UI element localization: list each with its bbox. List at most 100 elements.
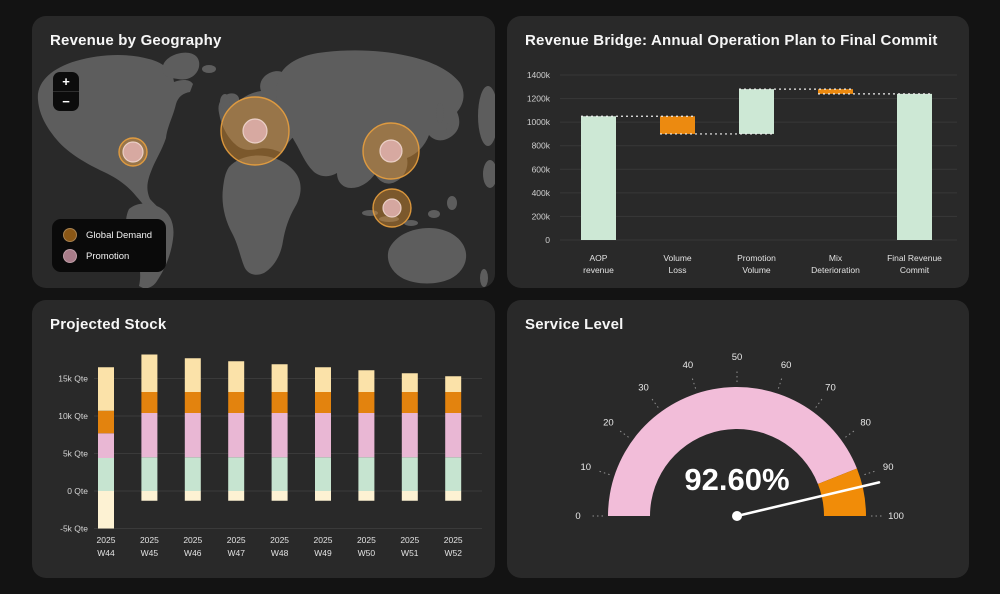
- segment-peach[interactable]: [358, 370, 375, 392]
- segment-peach[interactable]: [228, 361, 245, 392]
- svg-text:200k: 200k: [532, 211, 551, 221]
- stacked-bar-2025-w46[interactable]: [184, 358, 201, 501]
- map-bubble-north-america[interactable]: [118, 137, 148, 167]
- continent-africa: [222, 155, 301, 275]
- segment-peach[interactable]: [315, 367, 331, 392]
- segment-mint[interactable]: [445, 457, 462, 491]
- map-zoom-out-button[interactable]: −: [62, 94, 70, 109]
- segment-peach[interactable]: [401, 373, 418, 392]
- island-indonesia-2: [379, 216, 399, 222]
- dashboard: Revenue by Geography + −: [32, 16, 969, 578]
- promotion-bubble[interactable]: [379, 139, 403, 163]
- legend-item-promotion[interactable]: Promotion: [63, 249, 152, 263]
- segment-pink[interactable]: [141, 413, 158, 458]
- segment-mint[interactable]: [315, 457, 331, 491]
- stacked-bar-2025-w49[interactable]: [315, 367, 331, 501]
- svg-text:0: 0: [575, 511, 580, 522]
- segment-mint[interactable]: [141, 457, 158, 491]
- waterfall-bar-final revenue-commit[interactable]: [897, 93, 932, 240]
- svg-text:W52: W52: [444, 548, 462, 558]
- gauge-tick: [691, 376, 697, 389]
- gauge-tick: [815, 396, 824, 408]
- segment-orange[interactable]: [98, 410, 114, 434]
- segment-cream[interactable]: [228, 491, 245, 501]
- legend-label: Promotion: [86, 250, 130, 262]
- svg-text:50: 50: [732, 352, 743, 363]
- stacked-bar-2025-w45[interactable]: [141, 354, 158, 501]
- segment-pink[interactable]: [228, 413, 245, 458]
- segment-cream[interactable]: [358, 491, 375, 501]
- stacked-bar-2025-w44[interactable]: [98, 367, 114, 529]
- segment-orange[interactable]: [271, 392, 288, 413]
- segment-mint[interactable]: [228, 457, 245, 491]
- svg-text:Commit: Commit: [900, 265, 930, 275]
- gauge-needle-pivot: [732, 511, 742, 521]
- stacked-bar-2025-w48[interactable]: [271, 364, 288, 501]
- map-bubble-southeast-asia[interactable]: [372, 188, 412, 228]
- segment-orange[interactable]: [228, 392, 245, 413]
- stacked-bar-chart: 15k Qte 10k Qte 5k Qte 0 Qte -5k Qte 2025 W44 2…: [58, 354, 482, 558]
- promotion-bubble[interactable]: [382, 198, 402, 218]
- segment-mint[interactable]: [271, 457, 288, 491]
- legend-item-global-demand[interactable]: Global Demand: [63, 228, 152, 242]
- panel-title-projected-stock: Projected Stock: [50, 316, 167, 333]
- continent-greenland: [162, 52, 200, 80]
- segment-cream[interactable]: [184, 491, 201, 501]
- segment-peach[interactable]: [141, 354, 158, 393]
- segment-cream[interactable]: [141, 491, 158, 501]
- segment-cream[interactable]: [98, 491, 114, 529]
- map-bubble-europe[interactable]: [220, 96, 290, 166]
- segment-orange[interactable]: [401, 392, 418, 413]
- segment-mint[interactable]: [401, 457, 418, 491]
- gauge-tick: [597, 470, 610, 476]
- segment-orange[interactable]: [141, 392, 158, 413]
- segment-cream[interactable]: [271, 491, 288, 501]
- segment-pink[interactable]: [271, 413, 288, 458]
- segment-orange[interactable]: [445, 392, 462, 413]
- gauge-tick: [864, 470, 877, 476]
- promotion-bubble[interactable]: [242, 118, 268, 144]
- segment-pink[interactable]: [358, 413, 375, 458]
- segment-pink[interactable]: [315, 413, 331, 458]
- svg-text:0 Qte: 0 Qte: [67, 486, 88, 496]
- map-legend: Global Demand Promotion: [52, 219, 167, 272]
- panel-title-revenue-bridge: Revenue Bridge: Annual Operation Plan to…: [525, 32, 938, 49]
- gauge-needle[interactable]: [735, 481, 881, 518]
- island-iceland: [202, 65, 216, 73]
- segment-orange[interactable]: [315, 392, 331, 413]
- stacked-bar-2025-w51[interactable]: [401, 373, 418, 501]
- stacked-bar-2025-w52[interactable]: [445, 376, 462, 501]
- stacked-bar-2025-w47[interactable]: [228, 361, 245, 501]
- segment-mint[interactable]: [98, 458, 114, 491]
- segment-orange[interactable]: [184, 392, 201, 413]
- segment-mint[interactable]: [358, 457, 375, 491]
- segment-mint[interactable]: [184, 457, 201, 491]
- gauge-tick: [845, 429, 857, 438]
- map-zoom-in-button[interactable]: +: [62, 74, 70, 89]
- segment-cream[interactable]: [315, 491, 331, 501]
- segment-peach[interactable]: [184, 358, 201, 392]
- segment-pink[interactable]: [184, 413, 201, 458]
- map-bubble-east-asia[interactable]: [362, 122, 420, 180]
- island-new-guinea: [428, 210, 440, 218]
- segment-peach[interactable]: [98, 367, 114, 411]
- waterfall-bar-volume-loss[interactable]: [660, 116, 695, 134]
- svg-text:1400k: 1400k: [527, 70, 551, 80]
- segment-pink[interactable]: [98, 433, 114, 458]
- segment-cream[interactable]: [401, 491, 418, 501]
- segment-pink[interactable]: [401, 413, 418, 458]
- segment-cream[interactable]: [445, 491, 462, 501]
- stacked-bar-2025-w50[interactable]: [358, 370, 375, 501]
- waterfall-bar-promotion-volume[interactable]: [739, 89, 774, 134]
- segment-peach[interactable]: [445, 376, 462, 392]
- segment-peach[interactable]: [271, 364, 288, 392]
- svg-text:800k: 800k: [532, 141, 551, 151]
- svg-text:W47: W47: [227, 548, 245, 558]
- segment-pink[interactable]: [445, 413, 462, 458]
- waterfall-bar-aop-revenue[interactable]: [581, 116, 616, 240]
- segment-orange[interactable]: [358, 392, 375, 413]
- svg-text:600k: 600k: [532, 164, 551, 174]
- promotion-bubble[interactable]: [122, 141, 144, 163]
- waterfall-bar-mix-deterioration[interactable]: [818, 89, 853, 94]
- svg-text:2025: 2025: [270, 535, 289, 545]
